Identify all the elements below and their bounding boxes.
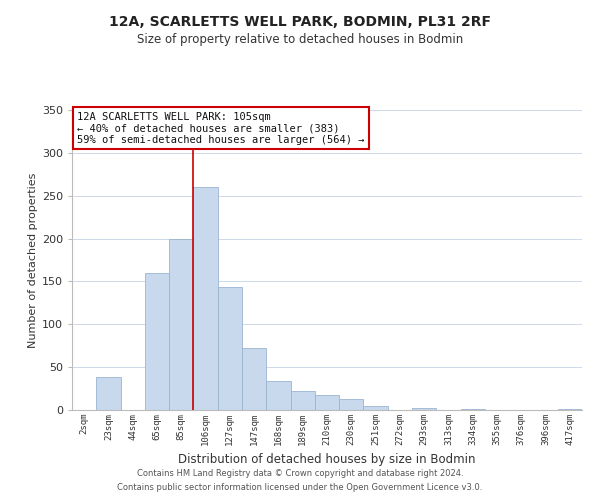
- Bar: [315, 396, 339, 410]
- Bar: [412, 408, 436, 410]
- Bar: [461, 409, 485, 410]
- X-axis label: Distribution of detached houses by size in Bodmin: Distribution of detached houses by size …: [178, 454, 476, 466]
- Text: Contains HM Land Registry data © Crown copyright and database right 2024.: Contains HM Land Registry data © Crown c…: [137, 468, 463, 477]
- Bar: [558, 409, 582, 410]
- Bar: [364, 406, 388, 410]
- Text: Size of property relative to detached houses in Bodmin: Size of property relative to detached ho…: [137, 32, 463, 46]
- Bar: [218, 288, 242, 410]
- Bar: [339, 399, 364, 410]
- Bar: [96, 378, 121, 410]
- Text: Contains public sector information licensed under the Open Government Licence v3: Contains public sector information licen…: [118, 484, 482, 492]
- Bar: [242, 348, 266, 410]
- Bar: [169, 238, 193, 410]
- Bar: [145, 273, 169, 410]
- Bar: [290, 391, 315, 410]
- Bar: [193, 187, 218, 410]
- Text: 12A SCARLETTS WELL PARK: 105sqm
← 40% of detached houses are smaller (383)
59% o: 12A SCARLETTS WELL PARK: 105sqm ← 40% of…: [77, 112, 365, 144]
- Text: 12A, SCARLETTS WELL PARK, BODMIN, PL31 2RF: 12A, SCARLETTS WELL PARK, BODMIN, PL31 2…: [109, 15, 491, 29]
- Bar: [266, 381, 290, 410]
- Y-axis label: Number of detached properties: Number of detached properties: [28, 172, 38, 348]
